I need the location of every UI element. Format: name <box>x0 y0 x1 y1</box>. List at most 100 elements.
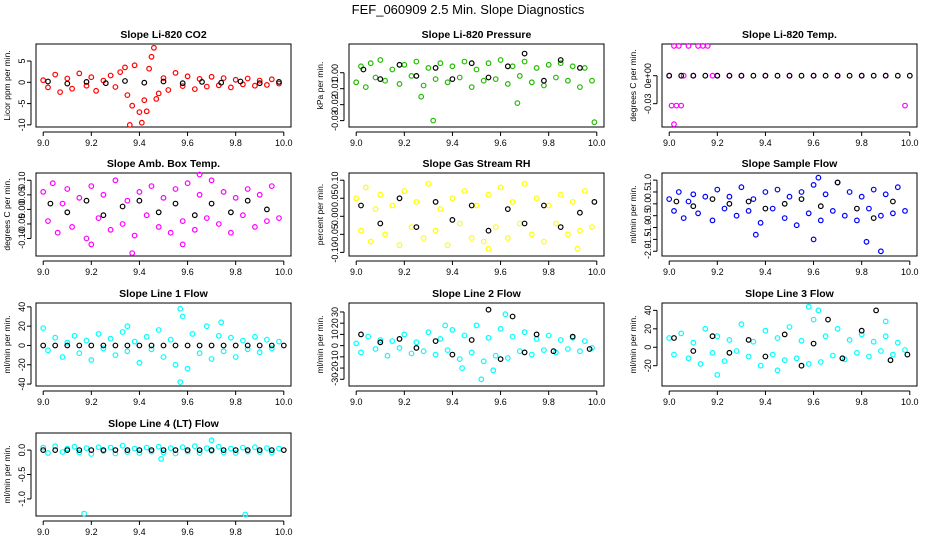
data-point <box>358 227 364 234</box>
series-1 <box>353 311 595 383</box>
data-point <box>52 443 59 450</box>
data-point <box>76 70 83 77</box>
data-point <box>136 447 143 454</box>
data-point <box>882 333 889 340</box>
data-point <box>76 342 83 349</box>
series-2 <box>358 306 593 363</box>
y-tick-label: -20 <box>330 362 340 375</box>
data-point <box>557 337 564 343</box>
data-point <box>485 60 492 67</box>
data-point <box>492 224 499 231</box>
data-point <box>473 202 480 209</box>
x-tick-label: 9.6 <box>807 267 820 277</box>
data-point <box>184 365 191 372</box>
data-point <box>384 352 391 359</box>
data-point <box>589 77 595 84</box>
x-tick-label: 10.0 <box>588 397 606 407</box>
data-point <box>408 224 415 231</box>
data-point <box>516 220 523 227</box>
panel-7: Slope Line 1 Flow 9.0 9.2 9.4 9.6 9.8 10.0 -40 -… <box>2 288 293 407</box>
data-point <box>577 209 583 216</box>
data-point <box>545 202 552 209</box>
data-point <box>353 79 360 86</box>
y-tick-label: 0.0 <box>17 444 27 457</box>
data-point <box>762 189 769 195</box>
data-point <box>521 180 528 187</box>
data-point <box>100 212 107 219</box>
series-1 <box>666 303 908 378</box>
data-point <box>203 83 210 90</box>
plot-frame <box>661 43 918 128</box>
data-point <box>59 200 66 207</box>
data-point <box>165 87 172 93</box>
data-point <box>143 212 150 219</box>
plot-frame <box>35 302 292 387</box>
data-point <box>550 348 557 355</box>
data-point <box>497 57 504 63</box>
panel-2: Slope Li-820 Pressure 9.0 9.2 9.4 9.6 9.8 10.0… <box>315 29 606 148</box>
data-point <box>834 72 841 79</box>
data-point <box>172 447 179 454</box>
panel-title: Slope Li-820 Pressure <box>422 29 532 41</box>
data-point <box>521 329 528 336</box>
data-point <box>112 84 119 90</box>
data-point <box>541 77 547 84</box>
data-point <box>64 342 71 349</box>
data-point <box>444 79 451 86</box>
data-point <box>666 72 673 79</box>
data-point <box>574 245 581 252</box>
data-point <box>714 333 721 340</box>
data-point <box>695 210 701 217</box>
data-point <box>184 73 191 80</box>
data-point <box>786 193 793 200</box>
data-point <box>143 108 150 115</box>
x-tick-label: 9.2 <box>398 138 411 148</box>
data-point <box>528 351 535 358</box>
data-point <box>533 64 540 71</box>
data-point <box>882 72 889 79</box>
data-point <box>112 177 119 184</box>
data-point <box>521 220 528 227</box>
data-point <box>678 330 685 337</box>
data-point <box>822 72 829 79</box>
data-point <box>52 71 59 78</box>
data-point <box>268 447 275 454</box>
data-point <box>83 235 90 242</box>
data-point <box>268 449 275 456</box>
data-point <box>702 325 709 332</box>
data-point <box>557 224 564 231</box>
data-point <box>581 64 588 71</box>
plot-frame <box>348 43 605 128</box>
data-point <box>401 188 408 194</box>
data-point <box>890 210 896 217</box>
data-point <box>834 179 841 186</box>
data-point <box>709 72 716 79</box>
data-point <box>666 335 673 341</box>
data-point <box>124 447 131 454</box>
data-point <box>745 198 752 205</box>
data-point <box>798 72 805 79</box>
data-point <box>196 350 203 357</box>
data-point <box>264 445 270 452</box>
data-point <box>196 450 203 456</box>
data-point <box>902 102 908 109</box>
data-point <box>148 342 155 349</box>
data-point <box>93 87 99 94</box>
y-tick-label: -0.10 <box>17 228 27 249</box>
data-point <box>492 352 499 359</box>
data-point <box>822 333 829 340</box>
x-tick-label: 10.0 <box>275 527 293 537</box>
data-point <box>232 354 239 360</box>
data-point <box>119 442 126 449</box>
data-point <box>671 335 677 341</box>
data-point <box>45 84 51 91</box>
data-point <box>179 444 186 451</box>
y-tick-label: 0 <box>643 345 653 350</box>
data-point <box>714 72 721 79</box>
data-point <box>733 348 740 354</box>
x-tick-label: 9.2 <box>85 267 98 277</box>
series-1 <box>353 57 598 126</box>
y-tick-label: -0.03 <box>643 93 653 114</box>
data-point <box>738 184 745 191</box>
x-tick-label: 10.0 <box>588 267 606 277</box>
